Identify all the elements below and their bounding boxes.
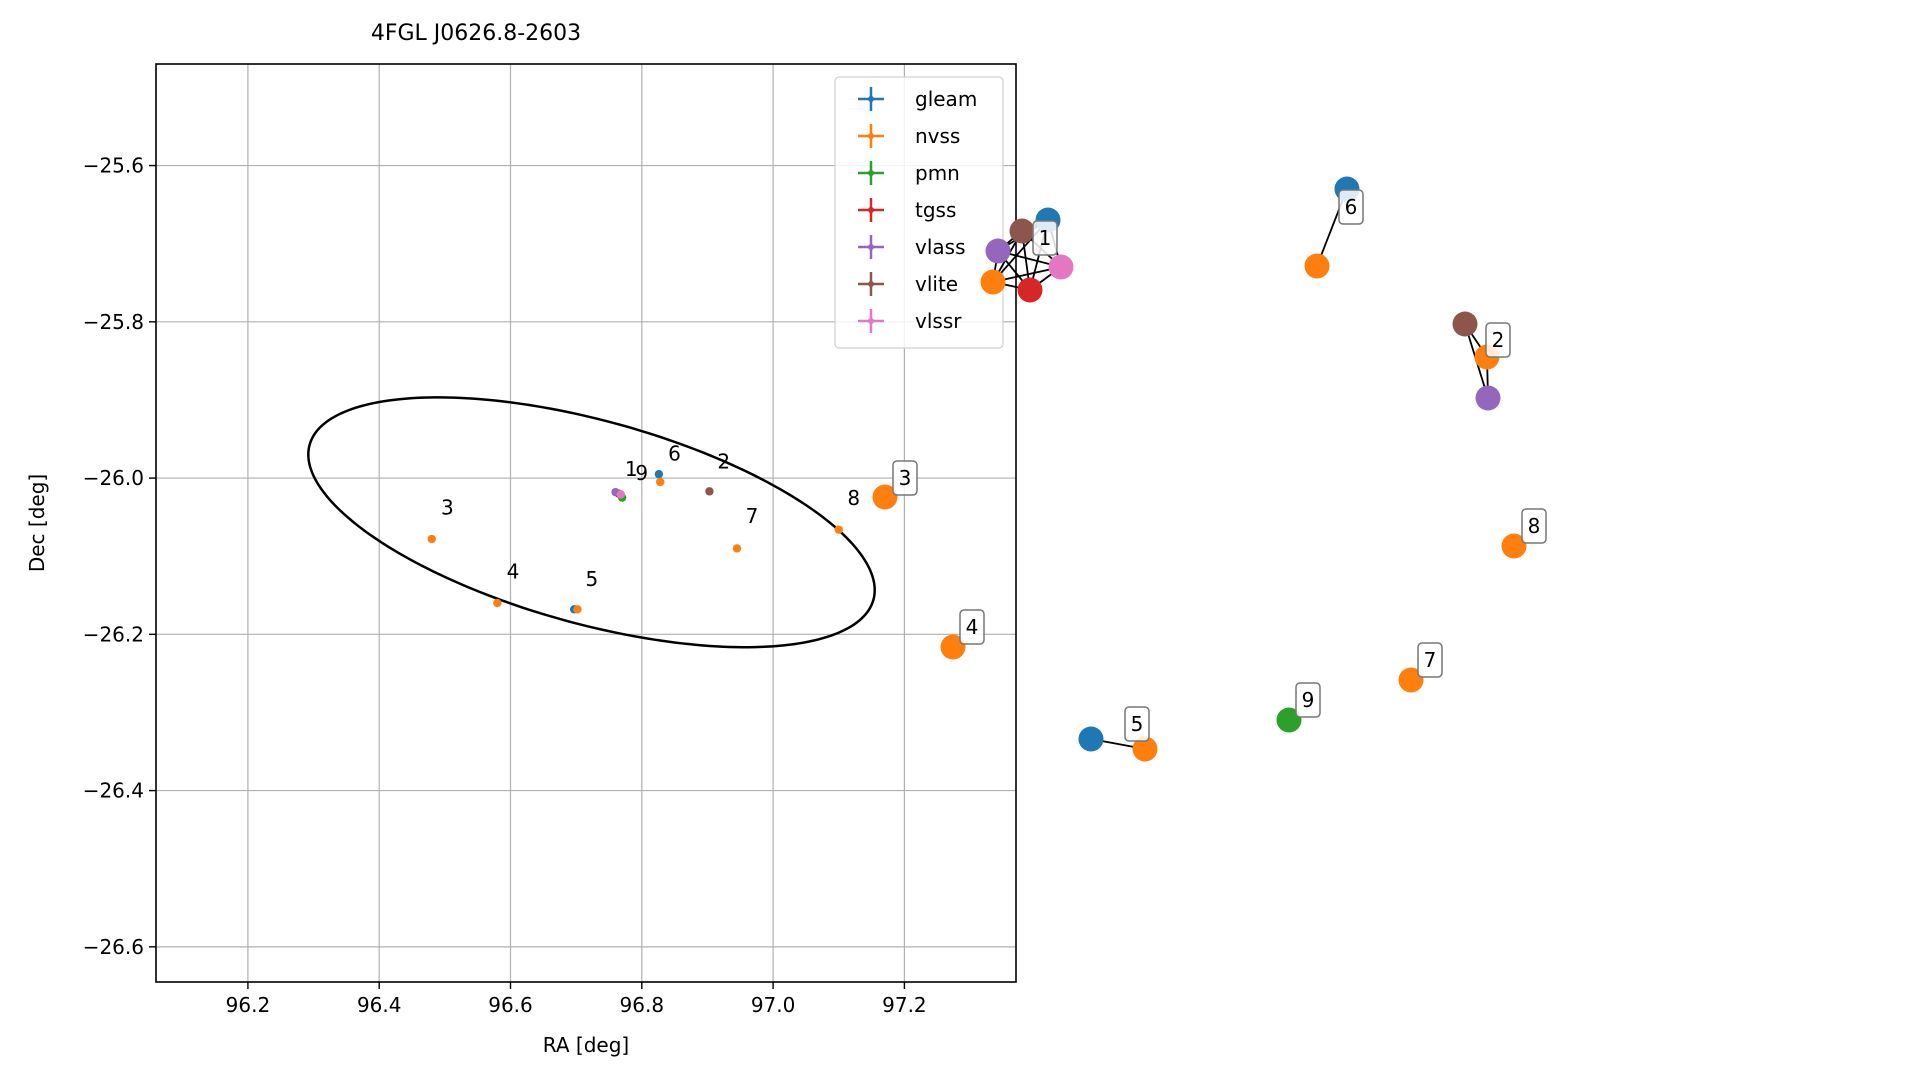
legend-box bbox=[834, 76, 1004, 349]
legend: gleam nvss pmn tgss vlass vlite vlssr bbox=[834, 76, 1004, 349]
graph-node bbox=[1048, 254, 1074, 280]
legend-label-vlite: vlite bbox=[915, 272, 958, 296]
y-tick-label: −25.6 bbox=[83, 154, 144, 178]
y-tick-label: −26.4 bbox=[83, 779, 144, 803]
node-label-box bbox=[1417, 642, 1443, 678]
node-label: 8 bbox=[1528, 514, 1541, 538]
x-tick-label: 97.0 bbox=[751, 993, 796, 1017]
graph-node bbox=[1017, 277, 1043, 303]
node-label: 9 bbox=[1302, 688, 1315, 712]
x-tick-label: 96.4 bbox=[357, 993, 402, 1017]
legend-marker-dot bbox=[868, 133, 874, 139]
graph-node-labels: 1 6 2 3 8 4 7 9 5 bbox=[892, 189, 1547, 742]
chart-title: 4FGL J0626.8-2603 bbox=[371, 21, 581, 46]
node-label: 1 bbox=[1039, 226, 1052, 250]
point-annotation: 9 bbox=[635, 461, 648, 485]
grid bbox=[156, 64, 1016, 982]
node-label: 2 bbox=[1492, 328, 1505, 352]
source-points bbox=[427, 469, 843, 614]
y-tick-label: −25.8 bbox=[83, 310, 144, 334]
y-axis-ticks: −25.6 −25.8 −26.0 −26.2 −26.4 −26.6 bbox=[83, 154, 156, 959]
point-annotation: 4 bbox=[507, 559, 520, 583]
plot-frame bbox=[155, 63, 1017, 983]
x-tick-label: 96.8 bbox=[620, 993, 665, 1017]
x-axis-label: RA [deg] bbox=[543, 1033, 629, 1057]
graph-node bbox=[872, 484, 898, 510]
data-point-nvss bbox=[427, 534, 436, 544]
data-point-nvss bbox=[732, 544, 742, 553]
node-label-box bbox=[1124, 706, 1150, 742]
x-tick-label: 96.2 bbox=[226, 993, 271, 1017]
legend-marker-dot bbox=[868, 244, 874, 250]
graph-node bbox=[985, 238, 1011, 264]
point-annotation: 8 bbox=[847, 486, 860, 510]
node-label: 3 bbox=[899, 466, 912, 490]
graph-node bbox=[1452, 311, 1478, 337]
node-label: 5 bbox=[1131, 712, 1144, 736]
y-axis-label: Dec [deg] bbox=[25, 474, 49, 572]
node-label: 7 bbox=[1424, 648, 1437, 672]
graph-node bbox=[1501, 533, 1527, 559]
graph-nodes bbox=[872, 176, 1527, 762]
node-label: 4 bbox=[966, 615, 979, 639]
legend-label-nvss: nvss bbox=[915, 124, 960, 148]
node-label-box bbox=[1338, 189, 1364, 225]
data-point-nvss bbox=[834, 525, 843, 534]
data-point-nvss bbox=[493, 598, 502, 608]
point-annotation: 5 bbox=[585, 567, 598, 591]
x-axis-ticks: 96.2 96.4 96.6 96.8 97.0 97.2 bbox=[226, 982, 927, 1017]
legend-label-pmn: pmn bbox=[915, 161, 960, 185]
legend-marker-dot bbox=[868, 318, 874, 324]
legend-label-gleam: gleam bbox=[915, 87, 977, 111]
point-annotation: 7 bbox=[746, 504, 759, 528]
node-label-box bbox=[1295, 682, 1321, 718]
x-tick-label: 96.6 bbox=[488, 993, 533, 1017]
graph-node bbox=[1132, 736, 1158, 762]
graph-node bbox=[1009, 218, 1035, 244]
legend-label-vlssr: vlssr bbox=[915, 309, 962, 333]
y-tick-label: −26.6 bbox=[83, 935, 144, 959]
y-tick-label: −26.0 bbox=[83, 466, 144, 490]
point-annotation: 2 bbox=[717, 449, 730, 473]
data-point-vlite bbox=[705, 487, 714, 496]
uncertainty-ellipse bbox=[307, 396, 876, 649]
legend-marker-dot bbox=[868, 96, 874, 102]
y-tick-label: −26.2 bbox=[83, 622, 144, 646]
graph-node bbox=[1276, 707, 1302, 733]
graph-node bbox=[980, 269, 1006, 295]
node-label-box bbox=[959, 609, 985, 645]
point-annotation: 6 bbox=[668, 441, 681, 465]
legend-marker-dot bbox=[868, 170, 874, 176]
legend-marker-dot bbox=[868, 207, 874, 213]
graph-node bbox=[1475, 385, 1501, 411]
node-label: 6 bbox=[1345, 195, 1358, 219]
source-annotations: 196 2 3 4 5 7 8 bbox=[441, 441, 860, 591]
node-label-box bbox=[1032, 220, 1058, 256]
data-point-vlssr bbox=[616, 490, 625, 499]
legend-label-vlass: vlass bbox=[915, 235, 966, 259]
graph-node bbox=[1304, 253, 1330, 279]
association-graph: 1 6 2 3 8 4 7 9 5 bbox=[872, 176, 1547, 762]
graph-node bbox=[1398, 667, 1424, 693]
node-label-box bbox=[1521, 508, 1547, 544]
sky-plot: 4FGL J0626.8-2603 96.2 96.4 96.6 96.8 97.0 97… bbox=[25, 21, 1017, 1057]
data-point-gleam bbox=[654, 469, 664, 479]
x-tick-label: 97.2 bbox=[882, 993, 927, 1017]
graph-node bbox=[1078, 726, 1104, 752]
point-annotation: 1 bbox=[625, 457, 638, 481]
node-label-box bbox=[892, 460, 918, 496]
node-label-box bbox=[1485, 322, 1511, 358]
data-point-nvss bbox=[573, 605, 582, 614]
legend-marker-dot bbox=[868, 281, 874, 287]
point-annotation: 3 bbox=[441, 495, 454, 519]
graph-node bbox=[940, 634, 966, 660]
legend-label-tgss: tgss bbox=[915, 198, 956, 222]
data-point-nvss bbox=[655, 477, 665, 487]
